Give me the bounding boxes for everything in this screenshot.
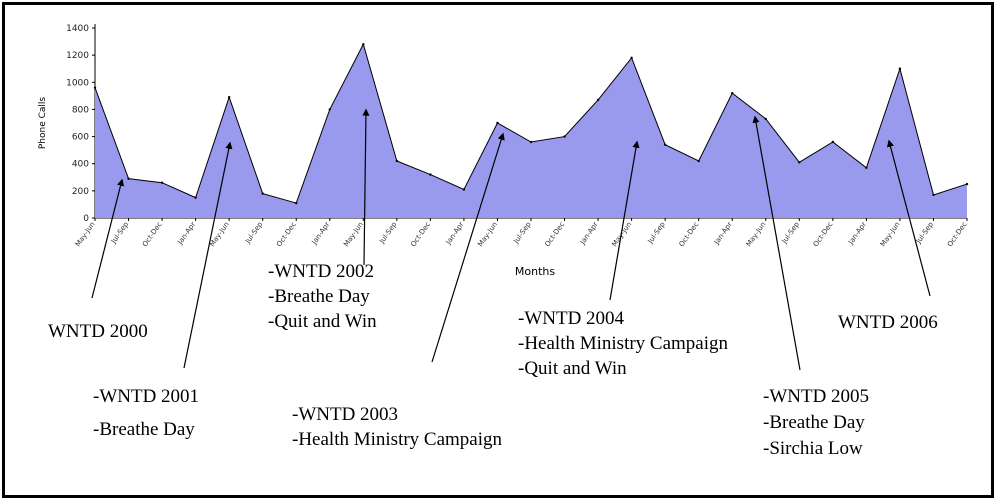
data-point [295,201,298,205]
data-point [663,143,667,146]
y-tick-label: 800 [72,105,89,115]
data-point [529,140,533,144]
data-point [227,96,231,99]
data-point [932,193,935,197]
x-tick-label: Oct-Dec [946,220,969,248]
x-tick-label: May-Jun [745,221,768,249]
x-tick-label: Oct-Dec [409,220,432,248]
annotation-text: -WNTD 2002 [268,261,374,282]
annotation-arrow [183,141,233,369]
annotation-arrow [752,115,801,371]
x-tick-label: Jan-Apr [444,220,466,246]
data-point [731,91,734,95]
x-tick-label: Oct-Dec [812,220,835,248]
y-tick-label: 200 [72,187,89,197]
x-tick-label: Jul-Sep [780,220,801,246]
x-tick-label: Jul-Sep [377,220,398,246]
annotation-text: -Health Ministry Campaign [518,333,729,354]
x-tick-label: Jan-Apr [712,220,734,246]
y-tick-label: 0 [83,214,89,224]
data-point [764,117,767,121]
y-tick-label: 600 [72,133,89,143]
annotation-text: -Breathe Day [763,412,865,433]
x-tick-label: Jan-Apr [846,220,868,246]
data-point [127,177,130,180]
data-point [865,166,868,169]
x-tick-label: May-Jun [879,221,902,249]
x-tick-label: Jul-Sep [243,220,264,246]
annotation-text: -WNTD 2005 [763,386,869,407]
x-tick-label: Jan-Apr [310,220,332,246]
x-tick-label: Jul-Sep [109,220,130,246]
x-tick-label: Oct-Dec [543,220,566,248]
data-point [328,108,331,111]
data-point [462,188,466,191]
data-point [596,98,600,102]
data-point [160,181,164,184]
data-point [395,159,399,163]
y-axis-title: Phone Calls [38,97,48,150]
annotation-text: -Quit and Win [268,311,377,332]
x-axis-title: Months [515,265,555,278]
annotation-text: -WNTD 2004 [518,308,625,329]
x-tick-label: Jul-Sep [512,220,533,246]
x-tick-label: May-Jun [342,221,365,249]
data-point [798,161,801,164]
x-tick-label: Oct-Dec [275,220,298,248]
x-tick-label: May-Jun [476,221,499,249]
annotation-arrow [431,132,505,363]
data-point [697,159,700,163]
x-tick-label: Oct-Dec [678,220,701,248]
data-point [93,86,97,89]
data-point [630,56,633,60]
annotation-text: -Sirchia Low [763,438,863,459]
x-tick-label: Oct-Dec [141,220,164,248]
annotation-text: -Health Ministry Campaign [292,429,503,450]
x-tick-label: Jul-Sep [914,220,935,246]
y-tick-label: 1200 [66,51,89,61]
data-point [429,173,432,176]
data-point [261,192,264,195]
y-tick-label: 1400 [66,24,89,34]
annotation-text: -Quit and Win [518,358,627,379]
data-point [898,67,902,70]
x-tick-label: May-Jun [74,221,97,249]
chart-frame [2,2,994,498]
data-point [563,135,566,138]
annotation-text: -WNTD 2003 [292,404,398,425]
annotation-text: -Breathe Day [268,286,370,307]
annotation-text: WNTD 2000 [48,321,148,342]
x-tick-label: Jul-Sep [646,220,667,246]
data-point [194,196,197,199]
data-point [831,140,835,144]
annotation-arrow [609,140,640,301]
annotation-text: -Breathe Day [93,419,195,440]
annotation-arrow [886,139,931,297]
x-tick-label: Jan-Apr [578,220,600,246]
y-tick-label: 1000 [66,78,89,88]
x-tick-label: May-Jun [611,221,634,249]
annotation-arrow [362,108,370,266]
annotation-text: -WNTD 2001 [93,386,199,407]
data-point [965,182,969,186]
y-tick-label: 400 [72,160,89,170]
annotation-arrow [91,178,125,299]
x-tick-label: Jan-Apr [176,220,198,246]
annotation-text: WNTD 2006 [838,312,938,333]
data-point [496,121,499,125]
area-fill [95,44,967,219]
data-point [362,43,365,46]
